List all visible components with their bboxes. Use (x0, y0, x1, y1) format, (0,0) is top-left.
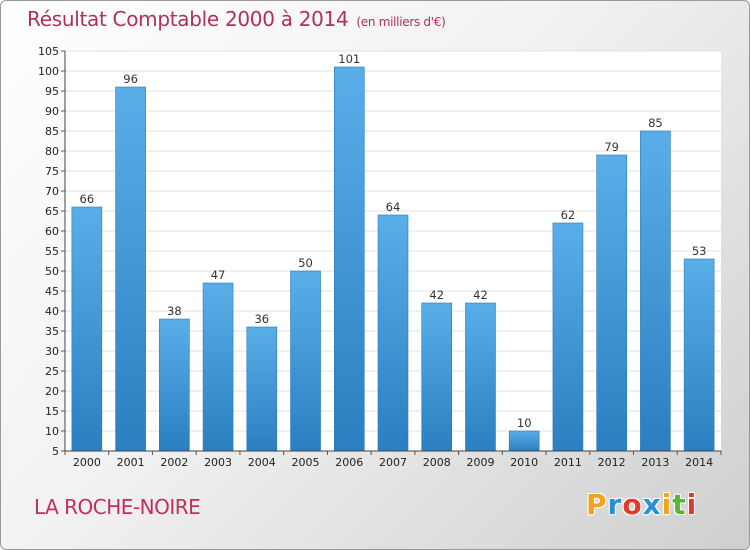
x-tick-label-2013: 2013 (641, 456, 669, 469)
y-tick-label: 90 (45, 105, 59, 118)
y-tick-label: 35 (45, 325, 59, 338)
y-tick-label: 95 (45, 85, 59, 98)
x-tick-label-2010: 2010 (510, 456, 538, 469)
x-tick-label-2001: 2001 (117, 456, 145, 469)
commune-name: LA ROCHE-NOIRE (34, 495, 201, 519)
bar-2008 (421, 302, 453, 452)
logo-letter: o (622, 488, 643, 521)
bar-2010 (508, 430, 540, 452)
logo-letter: t (672, 488, 687, 521)
y-tick-label: 25 (45, 365, 59, 378)
y-tick-label: 55 (45, 245, 59, 258)
x-tick-label-2002: 2002 (160, 456, 188, 469)
bar-2011 (552, 222, 584, 452)
logo-letter: i (661, 488, 673, 521)
value-label-2008: 42 (429, 288, 444, 302)
chart-subtitle: (en milliers d'€) (356, 15, 446, 29)
value-label-2003: 47 (211, 268, 226, 282)
y-tick-label: 15 (45, 405, 59, 418)
y-tick-label: 45 (45, 285, 59, 298)
bar-2012 (596, 154, 627, 452)
bar-2005 (290, 270, 321, 452)
bar-2003 (202, 282, 234, 452)
bar-2002 (159, 318, 190, 452)
proxiti-logo[interactable]: Proxiti (586, 488, 697, 521)
value-label-2011: 62 (561, 208, 576, 222)
value-label-2007: 64 (386, 200, 401, 214)
bar-2006 (333, 66, 365, 452)
x-tick-label-2008: 2008 (423, 456, 451, 469)
x-tick-label-2007: 2007 (379, 456, 407, 469)
x-tick-label-2006: 2006 (335, 456, 363, 469)
value-label-2009: 42 (473, 288, 488, 302)
value-label-2013: 85 (648, 116, 663, 130)
value-label-2010: 10 (517, 416, 532, 430)
y-tick-label: 75 (45, 165, 59, 178)
value-label-2006: 101 (338, 52, 360, 66)
x-tick-label-2009: 2009 (466, 456, 494, 469)
bar-2013 (640, 130, 671, 452)
value-label-2012: 79 (604, 140, 619, 154)
chart-title-text: Résultat Comptable 2000 à 2014 (27, 7, 349, 31)
y-tick-label: 20 (45, 385, 59, 398)
y-tick-label: 40 (45, 305, 59, 318)
value-label-2001: 96 (123, 72, 138, 86)
x-tick-label-2003: 2003 (204, 456, 232, 469)
y-tick-label: 50 (45, 265, 59, 278)
bar-2001 (115, 86, 146, 452)
bar-2009 (465, 302, 496, 452)
value-label-2000: 66 (80, 192, 95, 206)
value-label-2014: 53 (692, 244, 707, 258)
value-label-2002: 38 (167, 304, 182, 318)
bars: 66 96 38 47 36 50 101 64 42 42 10 62 79 85 53 (71, 52, 715, 452)
x-tick-label-2014: 2014 (685, 456, 713, 469)
value-label-2004: 36 (254, 312, 269, 326)
y-tick-label: 70 (45, 185, 59, 198)
logo-letter: r (607, 488, 623, 521)
x-tick-label-2012: 2012 (598, 456, 626, 469)
chart-title: Résultat Comptable 2000 à 2014 (en millie… (27, 7, 446, 31)
bar-2000 (71, 206, 103, 452)
y-tick-label: 65 (45, 205, 59, 218)
y-tick-label: 100 (38, 65, 59, 78)
bar-2007 (377, 214, 409, 452)
x-tick-label-2005: 2005 (292, 456, 320, 469)
y-tick-label: 60 (45, 225, 59, 238)
y-tick-label: 5 (52, 445, 59, 458)
value-label-2005: 50 (298, 256, 313, 270)
x-tick-label-2011: 2011 (554, 456, 582, 469)
x-tick-label-2000: 2000 (73, 456, 101, 469)
y-axis: 5 10 15 20 25 30 35 40 45 50 55 60 65 70 75 80 85 90 95 100… (38, 45, 66, 458)
y-tick-label: 85 (45, 125, 59, 138)
y-tick-label: 10 (45, 425, 59, 438)
y-tick-label: 105 (38, 45, 59, 58)
logo-letter: x (642, 488, 662, 521)
x-tick-label-2004: 2004 (248, 456, 276, 469)
x-axis: 2000 2001 2002 2003 2004 2005 2006 2007 2008 2009… (64, 450, 722, 469)
y-tick-label: 80 (45, 145, 59, 158)
bar-2004 (246, 326, 278, 452)
bar-2014 (683, 258, 715, 452)
logo-letter: P (586, 488, 608, 521)
logo-letter: i (686, 488, 698, 521)
y-tick-label: 30 (45, 345, 59, 358)
